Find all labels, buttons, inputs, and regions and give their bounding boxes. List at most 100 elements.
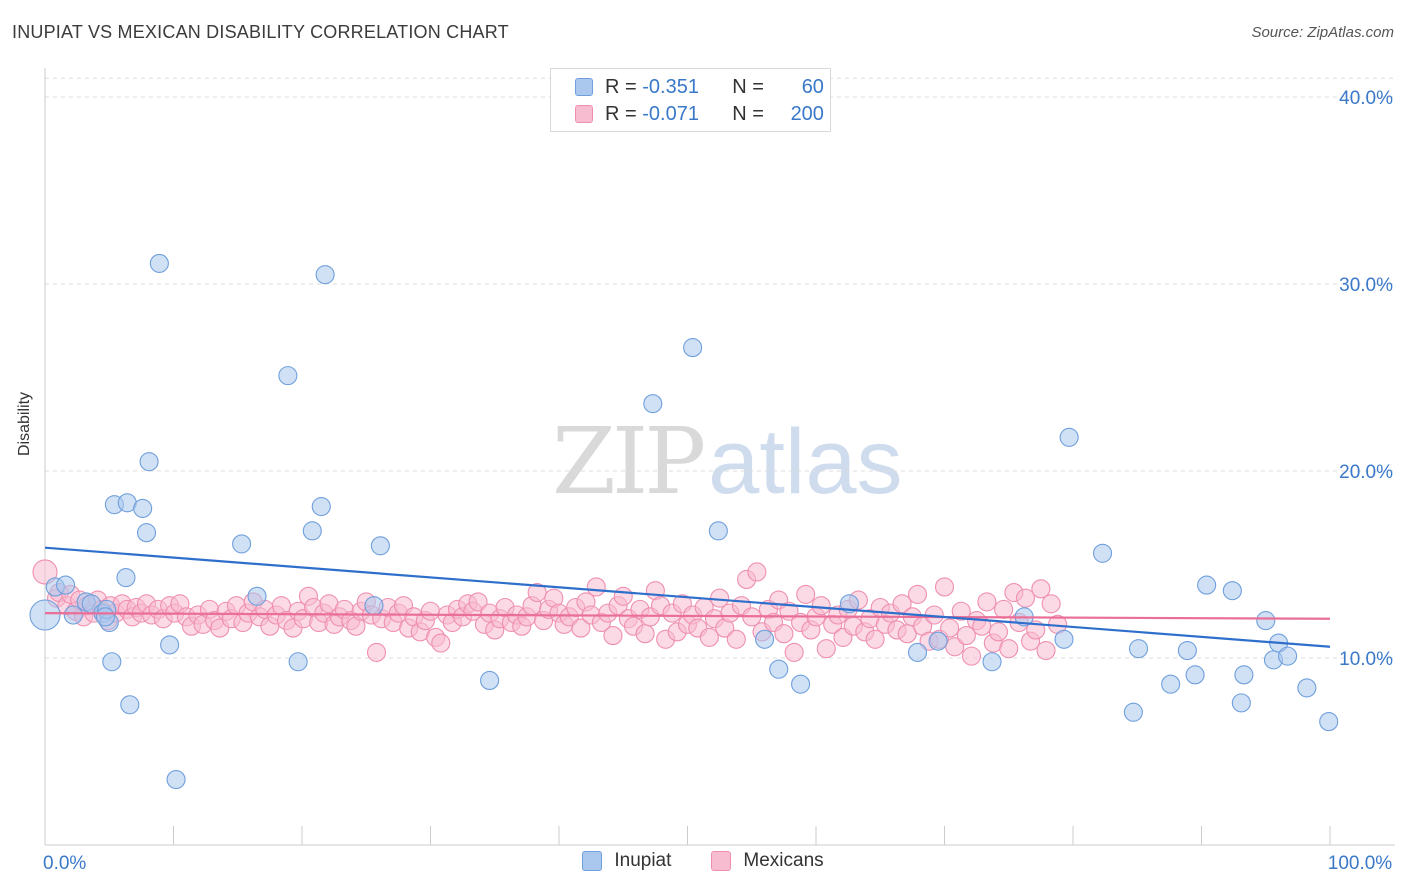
point-mexicans [699, 627, 719, 647]
point-inupiat [29, 599, 61, 631]
point-inupiat [1278, 646, 1298, 666]
point-inupiat [755, 629, 775, 649]
point-inupiat [1161, 674, 1181, 694]
correlation-legend: R = -0.351 N = 60 R = -0.071 N = 200 [550, 68, 831, 132]
point-inupiat [311, 496, 331, 517]
point-mexicans [988, 622, 1009, 642]
point-mexicans [431, 633, 451, 653]
point-mexicans [816, 639, 836, 659]
point-inupiat [907, 642, 928, 662]
point-inupiat [116, 568, 136, 588]
point-mexicans [784, 642, 804, 662]
legend-swatch-mexicans [711, 851, 732, 871]
y-tick-label: 20.0% [1339, 462, 1393, 483]
point-inupiat [1231, 693, 1251, 713]
point-inupiat [1297, 678, 1317, 698]
legend-row-mexicans: R = -0.071 N = 200 [575, 103, 824, 125]
y-tick-label: 30.0% [1339, 275, 1393, 296]
point-inupiat [149, 253, 169, 273]
point-mexicans [32, 559, 58, 585]
point-inupiat [1222, 581, 1242, 601]
point-inupiat [56, 575, 76, 595]
point-inupiat [982, 652, 1002, 672]
point-mexicans [956, 626, 976, 646]
point-mexicans [1015, 588, 1036, 608]
point-inupiat [102, 652, 122, 672]
point-inupiat [928, 631, 948, 651]
point-inupiat [1093, 543, 1113, 563]
watermark-atlas: atlas [708, 411, 903, 513]
r-value: -0.071 [642, 102, 699, 125]
legend-swatch-inupiat [575, 78, 593, 96]
point-mexicans [1031, 579, 1051, 599]
point-inupiat [791, 674, 811, 694]
r-label: R = [605, 102, 637, 125]
watermark-zip: ZIP [552, 408, 706, 515]
point-inupiat [1054, 629, 1074, 649]
trendline-mexicans [44, 612, 1331, 620]
point-inupiat [683, 338, 703, 358]
point-mexicans [726, 629, 746, 649]
legend-swatch-inupiat [582, 851, 603, 871]
point-mexicans [999, 639, 1019, 659]
point-inupiat [1059, 427, 1079, 447]
point-mexicans [613, 586, 633, 606]
point-inupiat [160, 635, 180, 655]
point-inupiat [480, 670, 500, 690]
point-mexicans [977, 592, 997, 612]
x-tick-label: 100.0% [1328, 853, 1393, 874]
point-inupiat [288, 652, 308, 672]
point-inupiat [95, 607, 115, 627]
point-inupiat [139, 452, 159, 472]
point-inupiat [643, 394, 663, 414]
point-mexicans [468, 592, 488, 612]
r-label: R = [605, 75, 637, 98]
point-inupiat [136, 523, 157, 543]
point-inupiat [1177, 640, 1197, 661]
point-inupiat [120, 695, 140, 715]
point-inupiat [315, 265, 335, 285]
point-inupiat [1256, 611, 1276, 631]
point-inupiat [166, 769, 186, 790]
point-inupiat [769, 659, 789, 679]
point-mexicans [586, 577, 606, 597]
n-label: N = [732, 75, 764, 98]
point-inupiat [1123, 702, 1143, 722]
point-mexicans [994, 599, 1014, 619]
point-mexicans [865, 629, 885, 649]
legend-label-inupiat: Inupiat [614, 850, 672, 871]
legend-label-mexicans: Mexicans [743, 850, 824, 871]
point-mexicans [951, 601, 971, 621]
point-mexicans [603, 626, 623, 646]
legend-item-mexicans[interactable]: Mexicans [711, 850, 824, 872]
point-inupiat [278, 366, 298, 386]
legend-row-inupiat: R = -0.351 N = 60 [575, 76, 824, 98]
y-tick-label: 10.0% [1339, 649, 1393, 670]
point-inupiat [302, 521, 322, 541]
x-tick-label: 0.0% [43, 853, 86, 874]
trendline-inupiat [44, 546, 1331, 648]
point-inupiat [232, 534, 252, 554]
chart-title: INUPIAT VS MEXICAN DISABILITY CORRELATIO… [12, 22, 509, 42]
point-mexicans [934, 577, 955, 597]
source-label: Source: ZipAtlas.com [1251, 24, 1394, 41]
n-value: 60 [801, 75, 824, 98]
point-inupiat [247, 586, 267, 606]
point-inupiat [133, 498, 153, 518]
r-value: -0.351 [642, 75, 699, 98]
point-inupiat [1197, 575, 1217, 595]
point-inupiat [364, 596, 384, 616]
point-inupiat [1185, 665, 1205, 685]
point-mexicans [571, 618, 591, 638]
legend-item-inupiat[interactable]: Inupiat [582, 850, 671, 872]
point-mexicans [1036, 640, 1056, 661]
n-value: 200 [790, 102, 824, 125]
point-inupiat [1319, 712, 1339, 732]
point-mexicans [420, 601, 441, 621]
point-inupiat [708, 521, 728, 541]
point-mexicans [774, 624, 794, 644]
point-mexicans [811, 596, 831, 616]
point-mexicans [1041, 594, 1061, 614]
point-inupiat [1234, 665, 1254, 685]
